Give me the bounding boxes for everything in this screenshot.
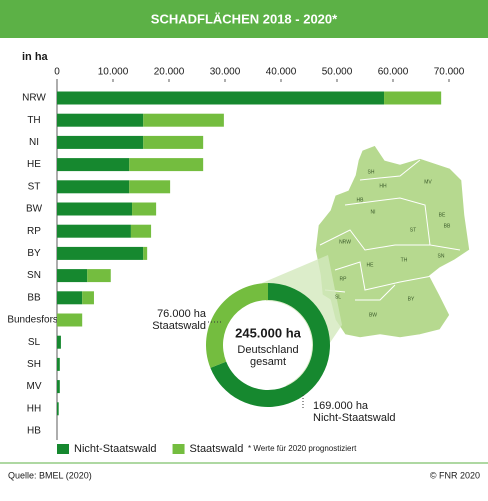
legend-swatch: [57, 444, 69, 454]
y-tick-label: SH: [27, 359, 41, 370]
bar-segment: [57, 91, 385, 105]
donut-total: 245.000 ha: [235, 325, 302, 340]
map-label: HE: [367, 262, 375, 268]
bar-segment: [57, 313, 83, 327]
y-tick-label: BB: [27, 292, 41, 303]
bar-segment: [57, 224, 131, 238]
bar-segment: [143, 246, 148, 260]
bar-segment: [129, 180, 171, 194]
map-label: BB: [444, 223, 451, 229]
y-tick-label: NRW: [22, 93, 46, 104]
bar-segment: [57, 269, 88, 283]
header-bar: [0, 0, 488, 38]
chart-title: SCHADFLÄCHEN 2018 - 2020*: [151, 11, 338, 26]
bar-segment: [57, 380, 60, 394]
map-label: SN: [438, 253, 445, 259]
y-tick-label: RP: [27, 226, 41, 237]
donut-category-label: Staatswald: [152, 320, 206, 332]
donut-hole: [224, 301, 312, 389]
bar-segment: [57, 202, 133, 216]
y-tick-label: MV: [27, 381, 42, 392]
donut-value-label: 169.000 ha: [313, 400, 369, 412]
map-label: RP: [340, 276, 348, 282]
donut-category-label: Nicht-Staatswald: [313, 412, 396, 424]
y-tick-label: HE: [27, 159, 41, 170]
bar-segment: [130, 224, 152, 238]
map-label: TH: [401, 257, 408, 263]
bar-segment: [57, 180, 130, 194]
bar-segment: [143, 135, 204, 149]
map-label: BE: [439, 212, 446, 218]
y-tick-label: HH: [27, 403, 41, 414]
x-tick-label: 30.000: [210, 67, 241, 78]
copyright: © FNR 2020: [430, 470, 480, 480]
x-tick-label: 50.000: [322, 67, 353, 78]
legend-label: Nicht-Staatswald: [74, 443, 157, 455]
map-label: BW: [369, 312, 377, 318]
y-tick-label: SL: [28, 337, 41, 348]
y-tick-label: SN: [27, 270, 41, 281]
bar-segment: [57, 246, 144, 260]
map-label: HB: [357, 197, 365, 203]
legend-label: Staatswald: [190, 443, 244, 455]
donut-center-text: Deutschland: [237, 344, 298, 356]
bar-segment: [57, 158, 130, 172]
bar-segment: [143, 113, 224, 127]
map-label: MV: [424, 179, 432, 185]
germany-map: [314, 144, 471, 339]
map-label: NI: [371, 209, 376, 215]
map-label: HH: [379, 183, 387, 189]
y-tick-label: BY: [27, 248, 41, 259]
bar-segment: [129, 158, 204, 172]
source: Quelle: BMEL (2020): [8, 470, 92, 480]
map-label: BY: [408, 296, 415, 302]
map-label: NRW: [339, 239, 351, 245]
state-borders: [319, 159, 461, 301]
map-label: SH: [368, 169, 375, 175]
footnote: * Werte für 2020 prognostiziert: [248, 444, 357, 453]
bar-segment: [384, 91, 442, 105]
donut-center-text: gesamt: [250, 356, 286, 368]
y-tick-label: BW: [26, 204, 43, 215]
x-tick-label: 40.000: [266, 67, 297, 78]
bar-segment: [57, 113, 144, 127]
bar-segment: [132, 202, 157, 216]
donut-segment: [205, 283, 268, 368]
x-tick-label: 60.000: [378, 67, 409, 78]
bar-segment: [57, 357, 60, 371]
x-tick-label: 70.000: [434, 67, 465, 78]
bar-segment: [87, 269, 111, 283]
y-tick-label: NI: [29, 137, 39, 148]
map-label: SL: [335, 294, 341, 300]
axis-label: in ha: [22, 51, 49, 63]
bar-segment: [57, 402, 59, 416]
y-tick-label: TH: [27, 115, 40, 126]
legend-swatch: [172, 444, 185, 454]
y-tick-label: HB: [27, 426, 41, 437]
bar-segment: [82, 291, 94, 305]
x-tick-label: 20.000: [154, 67, 185, 78]
bar-segment: [57, 135, 144, 149]
x-tick-label: 0: [54, 67, 60, 78]
bar-segment: [57, 335, 61, 349]
donut-value-label: 76.000 ha: [157, 308, 207, 320]
bar-segment: [57, 291, 83, 305]
map-label: ST: [410, 227, 416, 233]
y-tick-label: ST: [28, 181, 41, 192]
x-tick-label: 10.000: [98, 67, 129, 78]
y-tick-label: Bundesforst: [7, 315, 61, 326]
